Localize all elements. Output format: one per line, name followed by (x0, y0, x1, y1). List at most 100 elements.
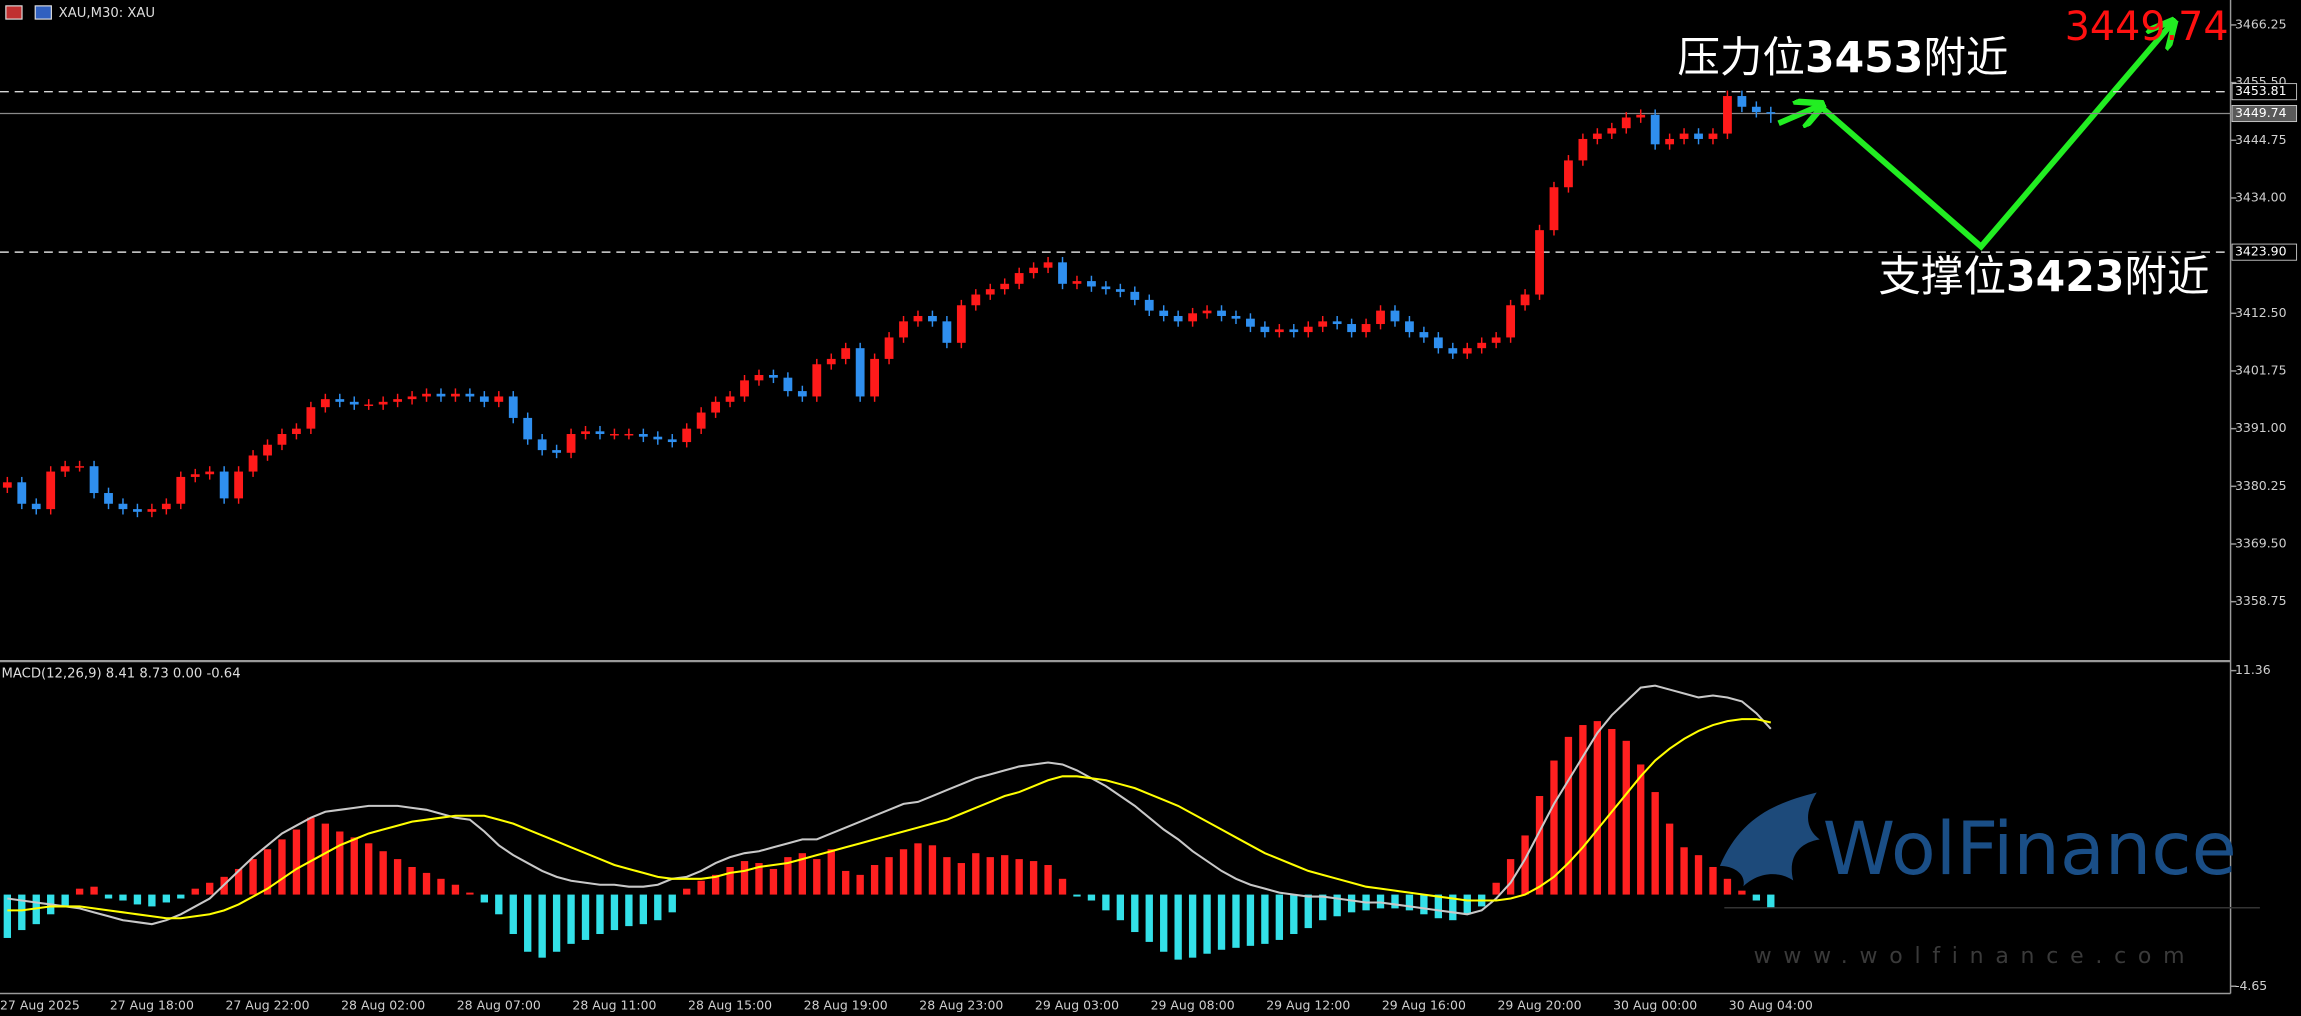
y-tick-label: 3444.75 (2235, 132, 2287, 147)
indicator-title: MACD(12,26,9) 8.41 8.73 0.00 -0.64 (1, 667, 240, 682)
histogram-bar (986, 857, 994, 895)
candle-body (769, 374, 778, 378)
y-tick-label: 3369.50 (2235, 535, 2287, 550)
watermark: WolFinance www.wolfinance.com (1719, 792, 2237, 969)
x-tick-label: 29 Aug 16:00 (1382, 998, 1466, 1013)
histogram-bar (1694, 855, 1703, 895)
x-tick-label: 30 Aug 04:00 (1729, 998, 1813, 1013)
candle-body (971, 294, 981, 306)
candle-body (1665, 138, 1675, 145)
candle-body (928, 315, 937, 322)
candle-body (1376, 310, 1385, 325)
forecast-arrow (1777, 106, 1820, 124)
candle-body (1592, 133, 1602, 139)
candle-body (364, 404, 374, 406)
histogram-bar (1073, 894, 1081, 897)
candle-body (1549, 187, 1559, 231)
histogram-bar (1116, 894, 1125, 921)
x-tick-label: 28 Aug 23:00 (919, 998, 1003, 1013)
histogram-bar (1420, 894, 1428, 915)
histogram-bar (567, 894, 575, 944)
histogram-bar (1434, 894, 1443, 919)
watermark-brand: WolFinance (1823, 807, 2237, 892)
candle-body (1751, 106, 1761, 113)
candle-body (1506, 305, 1516, 338)
candle-body (1231, 315, 1241, 319)
histogram-bar (1087, 894, 1096, 901)
candle-body (1246, 318, 1255, 327)
histogram-bar (1535, 796, 1544, 895)
indicator-line (7, 684, 1772, 926)
candle-body (263, 444, 272, 456)
histogram-bar (350, 837, 358, 895)
histogram-bar (1637, 764, 1645, 895)
candle-body (248, 455, 258, 472)
watermark-url: www.wolfinance.com (1754, 944, 2197, 969)
histogram-bar (1174, 894, 1182, 960)
candle-body (89, 466, 99, 494)
histogram-bar (191, 888, 199, 895)
x-tick-label: 28 Aug 15:00 (688, 998, 772, 1013)
candle-body (1274, 329, 1284, 333)
price-label-box (2231, 243, 2298, 261)
x-tick-label: 28 Aug 11:00 (572, 998, 656, 1013)
candle-body (624, 434, 634, 436)
x-tick-label: 29 Aug 12:00 (1266, 998, 1350, 1013)
candle-body (378, 401, 388, 405)
candle-body (1332, 321, 1342, 325)
annotation-part: 附近 (2124, 252, 2209, 301)
candle-body (219, 471, 229, 499)
candle-body (1564, 160, 1573, 188)
candle-body (1694, 133, 1703, 139)
candle-body (667, 439, 677, 443)
candle-body (1723, 96, 1732, 134)
histogram-bar (1275, 894, 1284, 940)
histogram-bar (1593, 721, 1602, 895)
candle-body (1058, 262, 1067, 284)
histogram-bar (1290, 894, 1298, 935)
candle-body (870, 358, 880, 397)
histogram-bar (509, 894, 517, 935)
candle-body (320, 399, 330, 408)
histogram-bar (813, 859, 821, 895)
histogram-bar (1391, 894, 1399, 909)
candle-body (1766, 112, 1776, 114)
candle-body (1448, 348, 1458, 354)
candle-body (422, 393, 431, 397)
histogram-bar (581, 894, 590, 940)
candle-body (436, 393, 446, 397)
candle-body (1303, 326, 1313, 333)
candle-body (1072, 281, 1082, 284)
candle-body (349, 401, 359, 405)
candle-body (234, 471, 244, 499)
candle-body (1535, 230, 1544, 295)
histogram-bar (683, 888, 691, 895)
histogram-bar (379, 851, 387, 895)
y-tick-label: 3391.00 (2235, 420, 2287, 435)
histogram-bar (1767, 894, 1775, 908)
histogram-bar (1723, 878, 1732, 895)
histogram-bar (914, 843, 922, 895)
histogram-bar (1131, 894, 1139, 933)
histogram-bar (466, 892, 474, 895)
x-tick-label: 27 Aug 2025 (0, 998, 80, 1013)
candle-body (696, 412, 706, 429)
histogram-bar (1217, 894, 1226, 950)
candle-body (855, 348, 865, 397)
histogram-bar (784, 857, 792, 895)
histogram-bar (885, 857, 893, 895)
histogram-bar (393, 859, 402, 895)
candle-body (1115, 289, 1125, 292)
candle-body (884, 337, 894, 359)
histogram-bar (451, 884, 460, 895)
candle-body (335, 399, 345, 402)
histogram-bar (1058, 878, 1067, 895)
candle-body (913, 315, 923, 322)
histogram-bar (1102, 894, 1110, 911)
candle-body (725, 396, 735, 402)
histogram-bar (408, 866, 416, 895)
y-tick-label: -4.65 (2235, 978, 2267, 993)
candle-body (1188, 313, 1198, 322)
x-tick-label: 28 Aug 07:00 (457, 998, 541, 1013)
